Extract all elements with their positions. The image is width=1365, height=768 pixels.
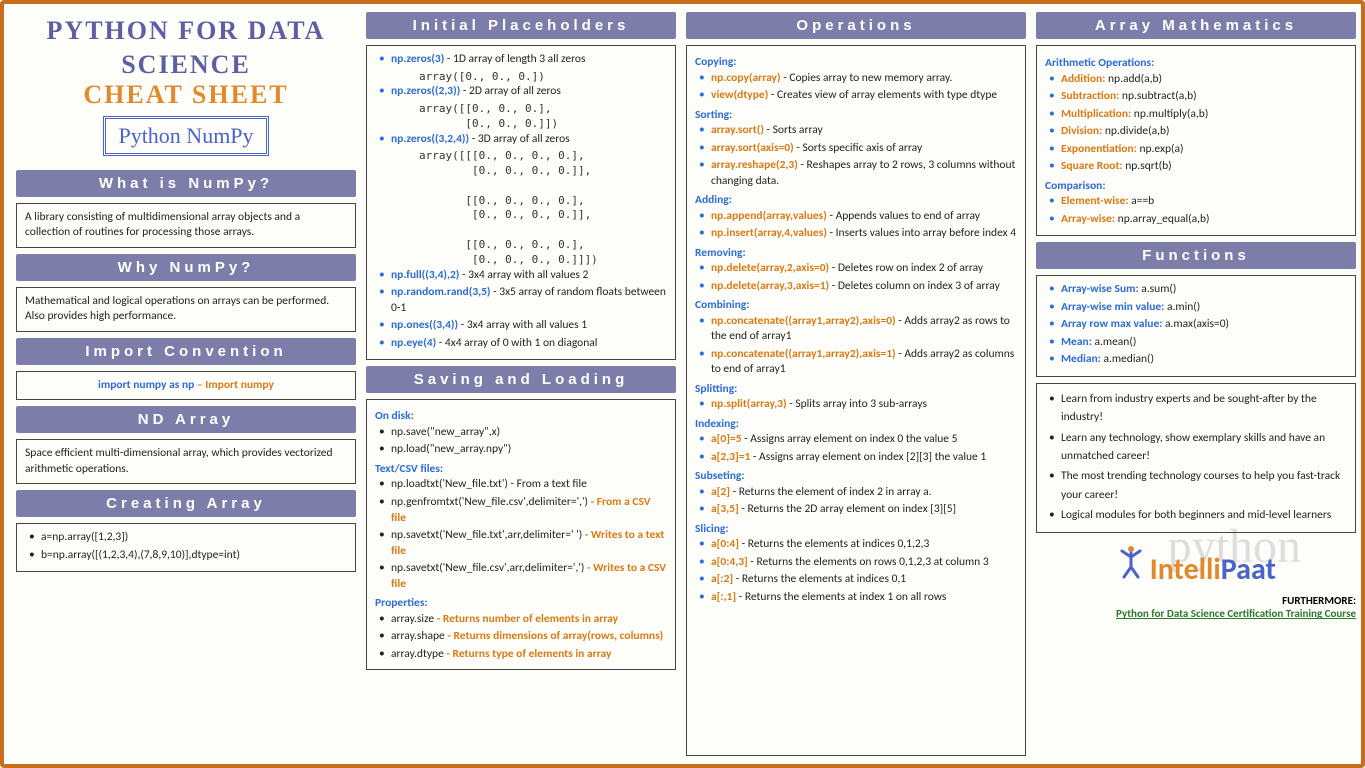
title-block: PYTHON FOR DATA SCIENCE CHEAT SHEET Pyth… [16,12,356,164]
math-body: Arithmetic Operations:Addition: np.add(a… [1036,45,1356,236]
list-item: np.load("new_array.npy") [379,442,667,458]
list-item: Multiplication: np.multiply(a,b) [1049,107,1347,123]
main-title-line1: PYTHON FOR DATA [16,16,356,46]
promo-body: Learn from industry experts and be sough… [1036,383,1356,534]
create-list: a=np.array([1,2,3]) b=np.array([(1,2,3,4… [25,530,347,563]
list-item: array.size - Returns number of elements … [379,612,667,628]
nd-header: ND Array [16,406,356,433]
list-item: np.ones((3,4)) - 3x4 array with all valu… [379,318,667,334]
list-item: Array-wise: np.array_equal(a,b) [1049,212,1347,228]
promo-list: Learn from industry experts and be sough… [1045,390,1347,525]
saving-body: On disk:np.save("new_array",x)np.load("n… [366,399,676,670]
why-header: Why NumPy? [16,254,356,281]
placeholders-header: Initial Placeholders [366,12,676,39]
list-item: The most trending technology courses to … [1049,467,1347,504]
what-header: What is NumPy? [16,170,356,197]
list-item: a[0]=5 - Assigns array element on index … [699,432,1017,448]
list-item: np.append(array,values) - Appends values… [699,209,1017,225]
list-item: array.sort(axis=0) - Sorts specific axis… [699,141,1017,157]
create-header: Creating Array [16,490,356,517]
why-body: Mathematical and logical operations on a… [16,287,356,332]
list-item: np.insert(array,4,values) - Inserts valu… [699,226,1017,242]
list-item: a[:,1] - Returns the elements at index 1… [699,590,1017,606]
column-2: Initial Placeholders np.zeros(3) - 1D ar… [366,12,676,756]
list-item: np.concatenate((array1,array2),axis=0) -… [699,314,1017,345]
list-item: b=np.array([(1,2,3,4),(7,8,9,10)],dtype=… [29,548,347,564]
list-item: a=np.array([1,2,3]) [29,530,347,546]
logo-icon [1116,545,1146,579]
list-item: array.reshape(2,3) - Reshapes array to 2… [699,158,1017,189]
furthermore: FURTHERMORE: Python for Data Science Cer… [1036,594,1356,620]
funcs-body: Array-wise Sum: a.sum() Array-wise min va… [1036,275,1356,377]
cheat-title: CHEAT SHEET [16,80,356,110]
list-item: np.random.rand(3,5) - 3x5 array of rando… [379,285,667,316]
logo-part2: Paat [1221,551,1276,588]
further-label: FURTHERMORE: [1282,594,1356,607]
list-item: np.zeros(3) - 1D array of length 3 all z… [379,52,667,68]
create-body: a=np.array([1,2,3]) b=np.array([(1,2,3,4… [16,523,356,572]
ops-header: Operations [686,12,1026,39]
page-grid: PYTHON FOR DATA SCIENCE CHEAT SHEET Pyth… [4,4,1361,764]
list-item: np.zeros((3,2,4)) - 3D array of all zero… [379,132,667,148]
list-item: Learn any technology, show exemplary ski… [1049,429,1347,466]
import-code: import numpy as np [98,378,194,392]
import-body: import numpy as np – Import numpy [16,371,356,401]
list-item: view(dtype) - Creates view of array elem… [699,88,1017,104]
import-header: Import Convention [16,338,356,365]
list-item: np.delete(array,2,axis=0) - Deletes row … [699,261,1017,277]
column-4: Array Mathematics Arithmetic Operations:… [1036,12,1356,756]
list-item: np.save("new_array",x) [379,425,667,441]
list-item: np.savetxt('New_file.txt',arr,delimiter=… [379,528,667,559]
list-item: a[:2] - Returns the elements at indices … [699,572,1017,588]
list-item: Element-wise: a==b [1049,194,1347,210]
list-item: np.savetxt('New_file.csv',arr,delimiter=… [379,561,667,592]
logo-part1: Intelli [1150,551,1221,588]
column-3: Operations Copying:np.copy(array) - Copi… [686,12,1026,756]
column-1: PYTHON FOR DATA SCIENCE CHEAT SHEET Pyth… [16,12,356,756]
list-item: a[0:4] - Returns the elements at indices… [699,537,1017,553]
list-item: a[0:4,3] - Returns the elements on rows … [699,555,1017,571]
ops-body: Copying:np.copy(array) - Copies array to… [686,45,1026,756]
further-link[interactable]: Python for Data Science Certification Tr… [1116,607,1356,620]
list-item: np.copy(array) - Copies array to new mem… [699,71,1017,87]
math-header: Array Mathematics [1036,12,1356,39]
list-item: Exponentiation: np.exp(a) [1049,142,1347,158]
list-item: array.sort() - Sorts array [699,123,1017,139]
nd-body: Space efficient multi-dimensional array,… [16,439,356,484]
list-item: Array-wise Sum: a.sum() [1049,282,1347,298]
what-body: A library consisting of multidimensional… [16,203,356,248]
list-item: np.delete(array,3,axis=1) - Deletes colu… [699,279,1017,295]
list-item: Logical modules for both beginners and m… [1049,506,1347,524]
saving-header: Saving and Loading [366,366,676,393]
list-item: np.eye(4) - 4x4 array of 0 with 1 on dia… [379,336,667,352]
list-item: np.zeros((2,3)) - 2D array of all zeros [379,84,667,100]
list-item: Square Root: np.sqrt(b) [1049,159,1347,175]
list-item: np.full((3,4),2) - 3x4 array with all va… [379,268,667,284]
list-item: Array-wise min value: a.min() [1049,300,1347,316]
placeholders-body: np.zeros(3) - 1D array of length 3 all z… [366,45,676,360]
list-item: array.shape - Returns dimensions of arra… [379,629,667,645]
subject-box: Python NumPy [103,116,268,156]
list-item: np.concatenate((array1,array2),axis=1) -… [699,347,1017,378]
list-item: a[2,3]=1 - Assigns array element on inde… [699,450,1017,466]
list-item: a[2] - Returns the element of index 2 in… [699,485,1017,501]
list-item: np.loadtxt('New_file.txt') - From a text… [379,477,667,493]
list-item: array.dtype - Returns type of elements i… [379,647,667,663]
list-item: Median: a.median() [1049,352,1347,368]
list-item: a[3,5] - Returns the 2D array element on… [699,502,1017,518]
list-item: Subtraction: np.subtract(a,b) [1049,89,1347,105]
list-item: Array row max value: a.max(axis=0) [1049,317,1347,333]
list-item: Addition: np.add(a,b) [1049,72,1347,88]
list-item: Mean: a.mean() [1049,335,1347,351]
list-item: np.genfromtxt('New_file.csv',delimiter='… [379,495,667,526]
funcs-header: Functions [1036,242,1356,269]
list-item: Learn from industry experts and be sough… [1049,390,1347,427]
import-suffix: – Import numpy [194,378,274,392]
list-item: np.split(array,3) - Splits array into 3 … [699,397,1017,413]
main-title-line2: SCIENCE [16,50,356,80]
list-item: Division: np.divide(a,b) [1049,124,1347,140]
logo: IntelliPaat [1036,545,1356,588]
